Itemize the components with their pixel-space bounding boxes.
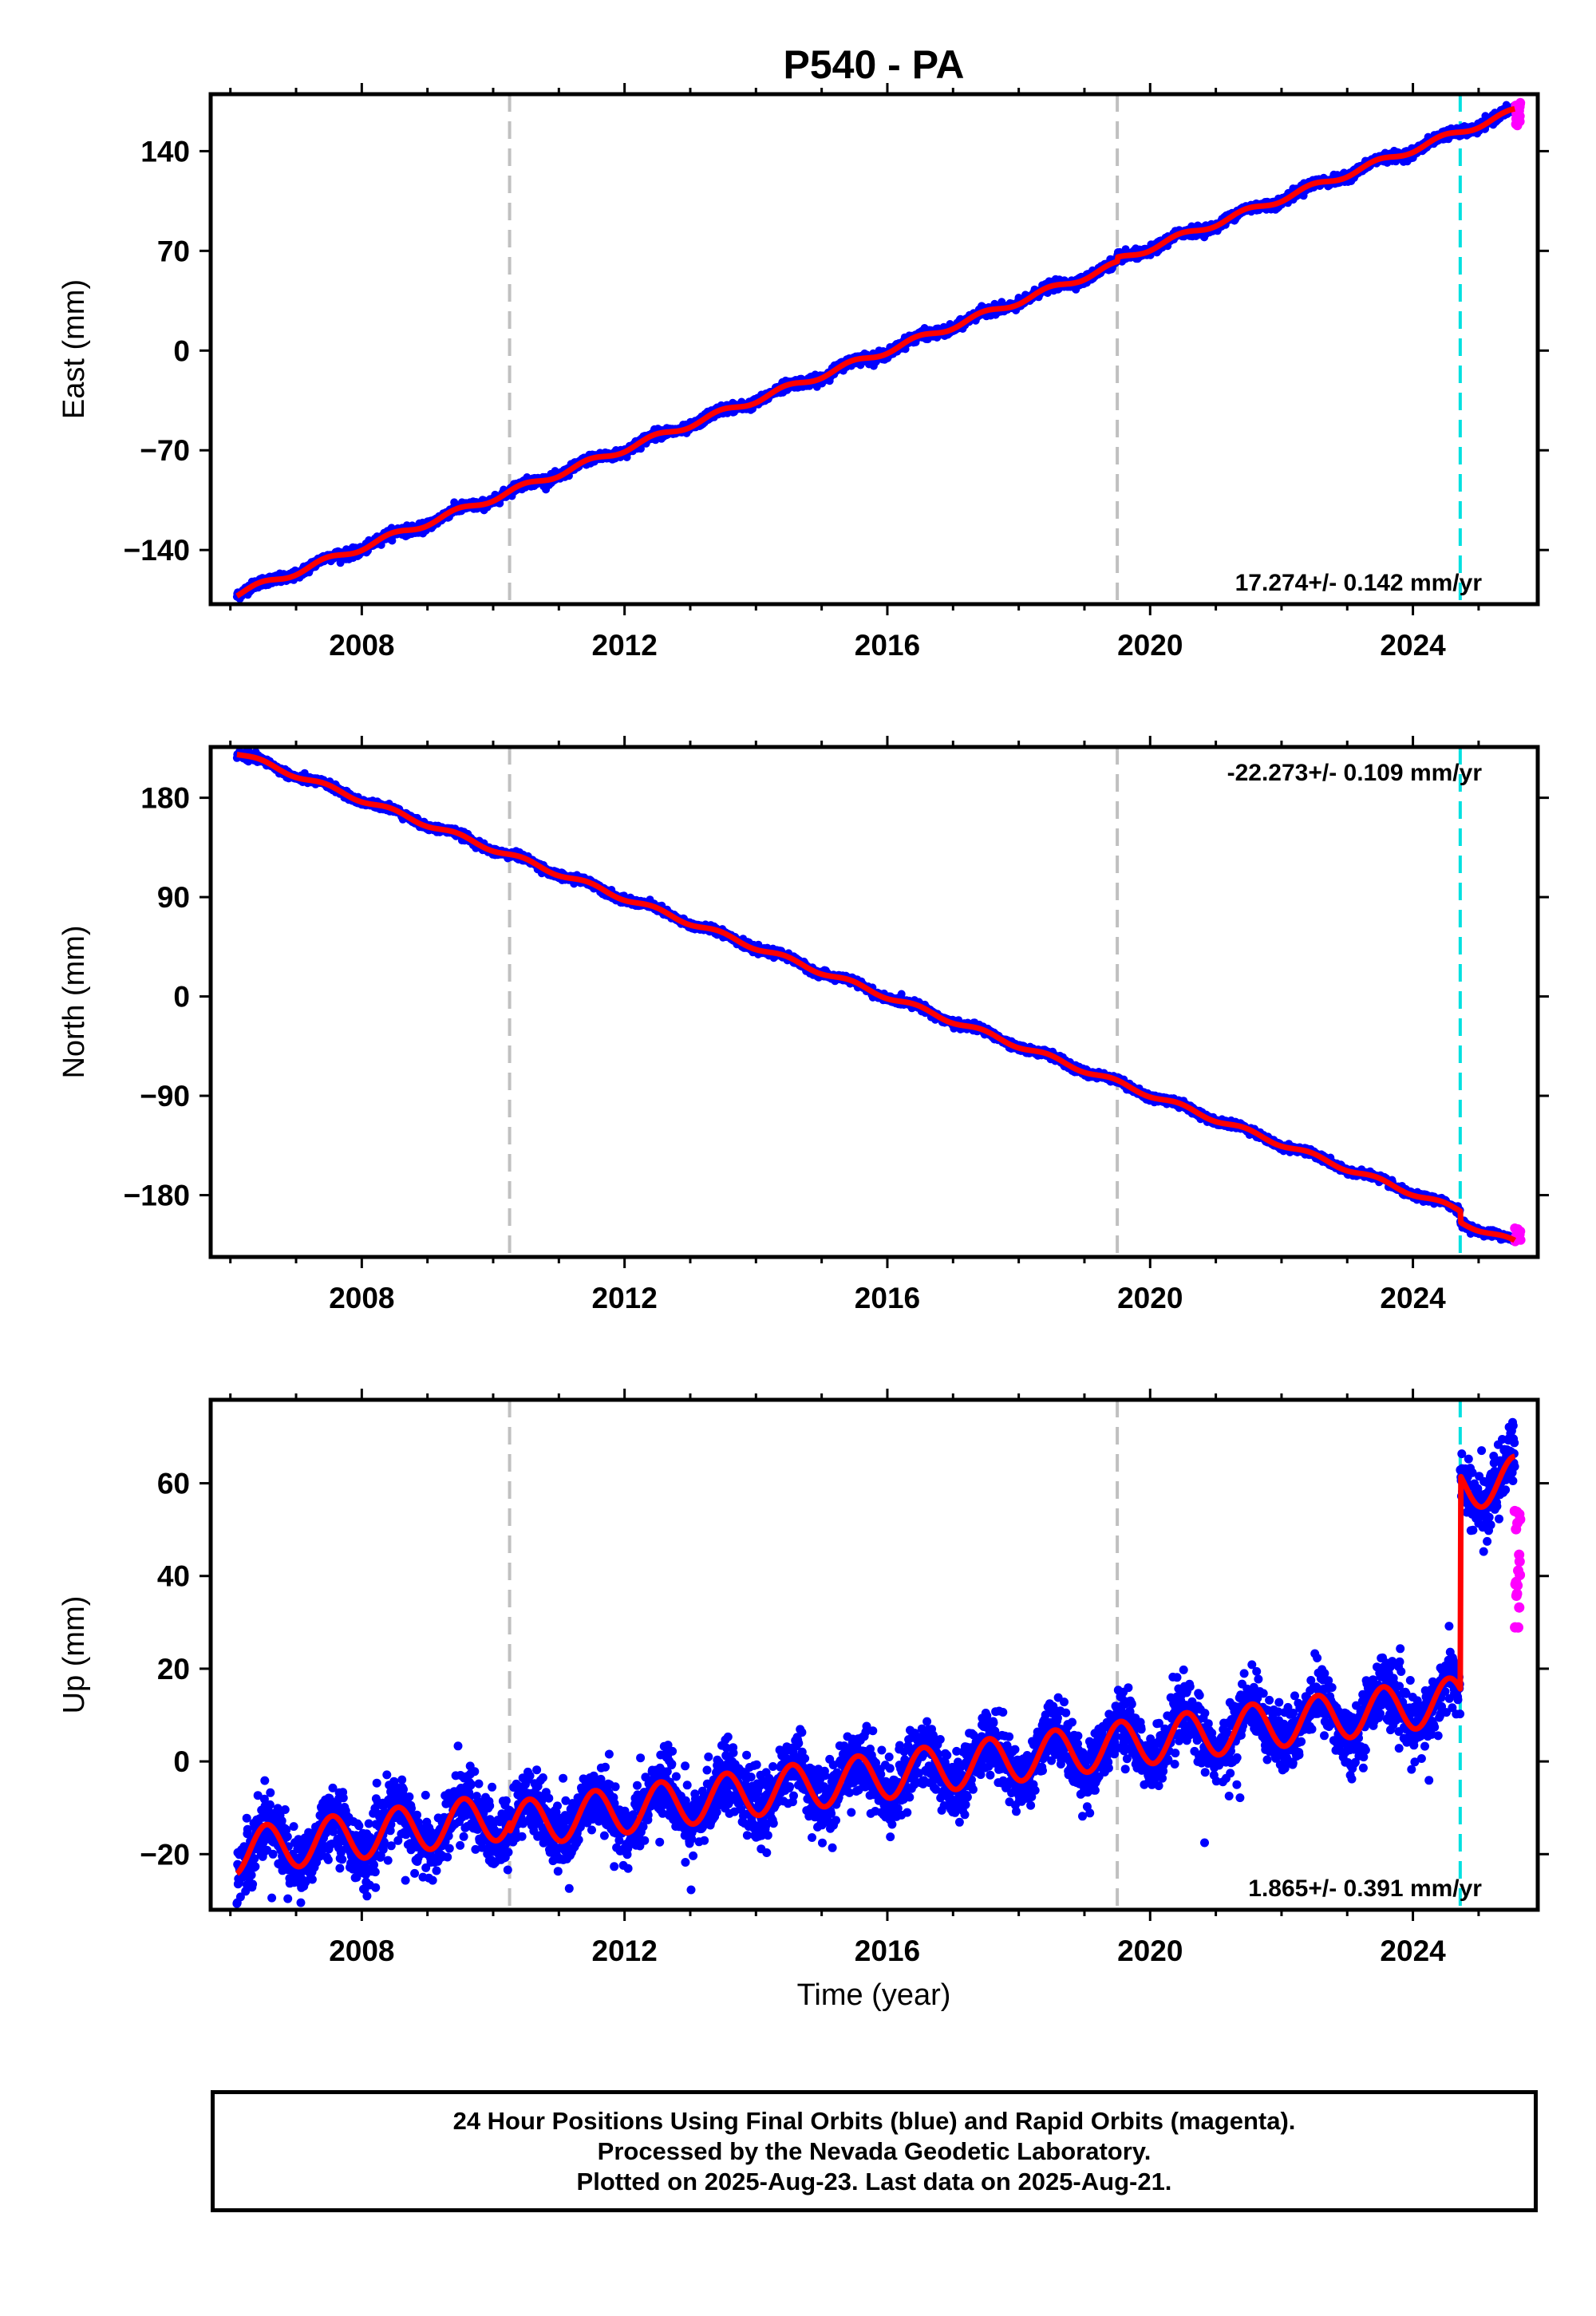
y-tick-label: −140 — [124, 534, 190, 567]
rapid-point — [1515, 97, 1526, 108]
y-tick-label: −70 — [140, 434, 190, 467]
rate-annotation: 17.274+/- 0.142 mm/yr — [1235, 570, 1483, 596]
y-axis-label: East (mm) — [57, 279, 91, 419]
x-tick-label: 2008 — [329, 629, 394, 662]
rapid-orbit-points — [1511, 97, 1526, 131]
y-tick-label: 70 — [157, 235, 190, 267]
x-tick-label: 2012 — [592, 629, 658, 662]
east-panel: 2008 2012 2016 2020 2024 −140 −70 0 70 140 East (m… — [57, 83, 1549, 662]
y-tick-label: 0 — [173, 334, 190, 367]
y-tick-label: 140 — [140, 135, 190, 168]
x-tick-label: 2024 — [1380, 629, 1446, 662]
x-tick-label: 2020 — [1117, 629, 1183, 662]
chart-title: P540 - PA — [784, 42, 965, 87]
x-tick-label: 2016 — [855, 629, 920, 662]
